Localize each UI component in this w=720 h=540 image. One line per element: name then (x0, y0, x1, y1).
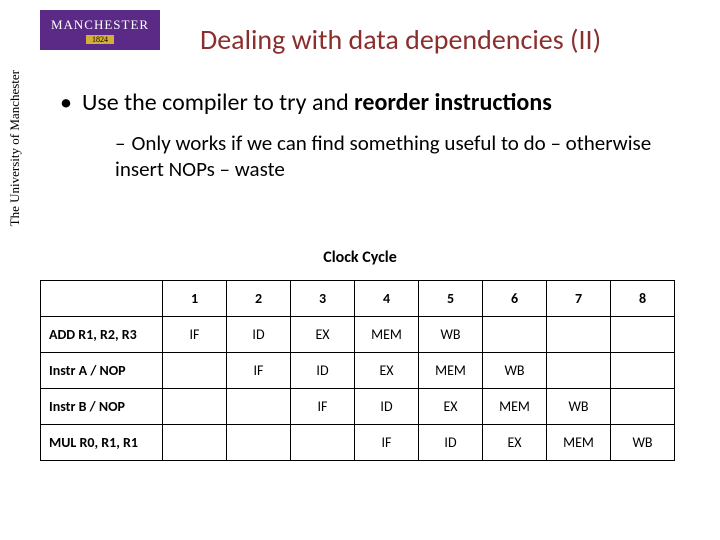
cell: EX (483, 425, 547, 461)
col-3: 3 (291, 281, 355, 317)
cell: ID (291, 353, 355, 389)
cell: IF (355, 425, 419, 461)
bullet-main: • Use the compiler to try and reorder ins… (60, 88, 680, 117)
table-row: ADD R1, R2, R3 IF ID EX MEM WB (41, 317, 675, 353)
manchester-logo: MANCHESTER 1824 (40, 10, 160, 50)
cell: EX (419, 389, 483, 425)
col-8: 8 (611, 281, 675, 317)
university-vertical-label: The University of Manchester (8, 70, 28, 230)
row-label: ADD R1, R2, R3 (41, 317, 163, 353)
cell: WB (611, 425, 675, 461)
bullet-sub-text: Only works if we can find something usef… (115, 130, 651, 182)
table-row: Instr A / NOP IF ID EX MEM WB (41, 353, 675, 389)
bullet-dot-icon: • (60, 88, 72, 117)
cell (547, 353, 611, 389)
cell (611, 353, 675, 389)
cell (227, 389, 291, 425)
table-row: MUL R0, R1, R1 IF ID EX MEM WB (41, 425, 675, 461)
cell: EX (355, 353, 419, 389)
col-6: 6 (483, 281, 547, 317)
bullet-main-bold: reorder instructions (354, 88, 552, 117)
clock-cycle-label: Clock Cycle (0, 248, 720, 267)
cell (163, 389, 227, 425)
col-5: 5 (419, 281, 483, 317)
col-7: 7 (547, 281, 611, 317)
cell: MEM (483, 389, 547, 425)
bullet-sub: –Only works if we can find something use… (115, 130, 660, 183)
cell (227, 425, 291, 461)
row-label: Instr A / NOP (41, 353, 163, 389)
table-corner (41, 281, 163, 317)
col-4: 4 (355, 281, 419, 317)
table-body: ADD R1, R2, R3 IF ID EX MEM WB Instr A /… (41, 317, 675, 461)
cell (291, 425, 355, 461)
cell: MEM (355, 317, 419, 353)
university-vertical-text: The University of Manchester (8, 70, 21, 226)
cell: WB (419, 317, 483, 353)
bullet-dash-icon: – (115, 130, 125, 156)
col-1: 1 (163, 281, 227, 317)
cell: IF (227, 353, 291, 389)
logo-name: MANCHESTER (51, 17, 149, 33)
cell: ID (355, 389, 419, 425)
cell (611, 389, 675, 425)
cell (483, 317, 547, 353)
row-label: MUL R0, R1, R1 (41, 425, 163, 461)
table-header-row: 1 2 3 4 5 6 7 8 (41, 281, 675, 317)
pipeline-table: 1 2 3 4 5 6 7 8 ADD R1, R2, R3 IF ID EX … (40, 280, 675, 461)
table-row: Instr B / NOP IF ID EX MEM WB (41, 389, 675, 425)
cell: MEM (547, 425, 611, 461)
cell: IF (291, 389, 355, 425)
row-label: Instr B / NOP (41, 389, 163, 425)
logo-year: 1824 (86, 35, 114, 44)
cell (611, 317, 675, 353)
cell: ID (227, 317, 291, 353)
cell: WB (483, 353, 547, 389)
cell (163, 425, 227, 461)
slide-title: Dealing with data dependencies (II) (200, 22, 601, 57)
cell: ID (419, 425, 483, 461)
cell: IF (163, 317, 227, 353)
cell: MEM (419, 353, 483, 389)
col-2: 2 (227, 281, 291, 317)
bullet-main-text: Use the compiler to try and (82, 88, 354, 117)
cell: WB (547, 389, 611, 425)
cell (163, 353, 227, 389)
cell: EX (291, 317, 355, 353)
cell (547, 317, 611, 353)
